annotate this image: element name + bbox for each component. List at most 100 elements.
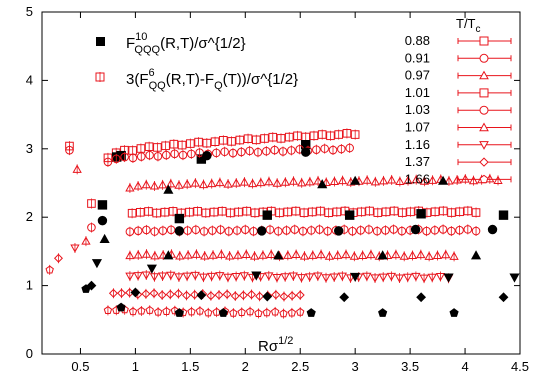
qqq-point <box>196 290 207 301</box>
qq-point <box>317 130 327 139</box>
qqq-point <box>487 224 498 235</box>
qq-point <box>153 143 162 152</box>
qq-point <box>305 177 315 186</box>
qq-point <box>182 272 192 282</box>
qq-point <box>194 137 203 147</box>
qq-point <box>231 272 241 282</box>
qqq-point <box>344 210 355 220</box>
series-1.07 <box>81 233 482 262</box>
qq-point <box>242 206 252 216</box>
temp-legend-marker <box>479 141 489 150</box>
x-axis-label: Rσ1/2 <box>258 335 293 355</box>
legend-text-part: (R,T)/σ^{1/2} <box>160 35 246 52</box>
qq-point <box>372 226 382 236</box>
temp-legend-label: 1.01 <box>405 85 430 100</box>
qq-point <box>399 251 409 260</box>
qqq-point <box>174 213 185 224</box>
qqq-point <box>218 308 228 317</box>
qq-point <box>158 226 168 235</box>
temperature-legend: T/Tc 0.88 0.91 0.97 1.01 1.03 1.07 1.16 1.37 1.66 <box>405 16 512 186</box>
qq-point <box>324 251 335 260</box>
qq-point <box>198 273 209 282</box>
qq-point <box>378 176 389 185</box>
qq-point <box>65 145 74 155</box>
qq-point <box>206 291 216 301</box>
qq-point <box>291 206 301 216</box>
qq-point <box>249 251 260 260</box>
temp-legend-label: 1.66 <box>405 171 430 186</box>
temp-legend-marker <box>479 105 489 115</box>
qq-point <box>216 225 225 235</box>
qqq-point <box>146 264 157 274</box>
qq-point <box>209 207 219 217</box>
qq-point <box>296 307 305 316</box>
qqq-point <box>333 226 344 236</box>
qq-point <box>357 207 366 217</box>
qq-point <box>226 208 235 218</box>
qq-point <box>255 273 266 282</box>
qq-point <box>323 226 333 236</box>
qq-point <box>153 307 163 316</box>
qq-point <box>329 176 340 186</box>
legend: F10 QQQ(R,T)/σ^{1/2}3(F6 QQ(R,T)-FQ(T))/σ^… <box>95 31 298 92</box>
qq-point <box>152 208 161 218</box>
qq-point <box>345 274 356 283</box>
legend-marker-qq <box>95 72 105 82</box>
qq-point <box>305 273 315 282</box>
qq-point <box>449 251 459 260</box>
qq-point <box>234 207 243 217</box>
qq-point <box>162 307 171 315</box>
legend-text-part: F <box>126 35 135 52</box>
qq-point <box>435 273 446 282</box>
qq-point <box>471 208 481 217</box>
qq-point <box>237 147 246 157</box>
qq-point <box>275 208 284 218</box>
qqq-point <box>116 302 126 312</box>
temp-legend-marker <box>479 70 489 80</box>
qq-point <box>245 146 254 156</box>
y-tick-label: 3 <box>26 141 33 156</box>
qq-point <box>395 176 405 186</box>
qq-point <box>394 274 405 283</box>
qq-point <box>332 207 342 217</box>
qq-point <box>278 147 288 156</box>
qq-point <box>455 225 464 235</box>
qq-point <box>430 225 440 235</box>
qq-point <box>308 250 318 259</box>
qqq-point <box>350 272 361 282</box>
temp-legend-marker <box>479 36 489 46</box>
qq-point <box>280 177 290 186</box>
qq-point <box>216 249 226 258</box>
temp-legend-label: 1.03 <box>405 102 430 117</box>
legend-text-part: (R,T)-F <box>166 71 214 88</box>
qq-point <box>178 150 188 160</box>
qq-point <box>364 225 374 234</box>
qq-point <box>165 289 175 299</box>
qq-point <box>295 290 305 300</box>
y-tick-label: 1 <box>26 278 33 293</box>
qq-point <box>312 145 321 154</box>
qq-point <box>108 288 118 298</box>
qq-point <box>315 225 324 234</box>
qq-point <box>365 206 374 216</box>
qq-point <box>349 251 359 260</box>
qqq-point <box>438 175 449 185</box>
qq-point <box>299 251 310 260</box>
qq-point <box>125 250 135 260</box>
x-axis-label-sup: 1/2 <box>278 335 293 347</box>
qq-point <box>316 249 326 259</box>
qq-point <box>246 290 257 300</box>
qq-point <box>471 226 481 236</box>
qq-point <box>217 206 227 216</box>
x-tick-label: 2 <box>242 359 249 374</box>
qq-point <box>173 289 183 299</box>
qq-point <box>337 272 348 282</box>
data-marks <box>45 128 520 319</box>
qq-point <box>287 146 296 155</box>
qq-point <box>264 272 274 281</box>
qq-point <box>103 157 113 167</box>
qqq-point <box>317 179 328 189</box>
temp-legend-label: 0.91 <box>405 50 430 65</box>
qq-point <box>87 199 96 208</box>
qqq-point <box>377 250 388 260</box>
